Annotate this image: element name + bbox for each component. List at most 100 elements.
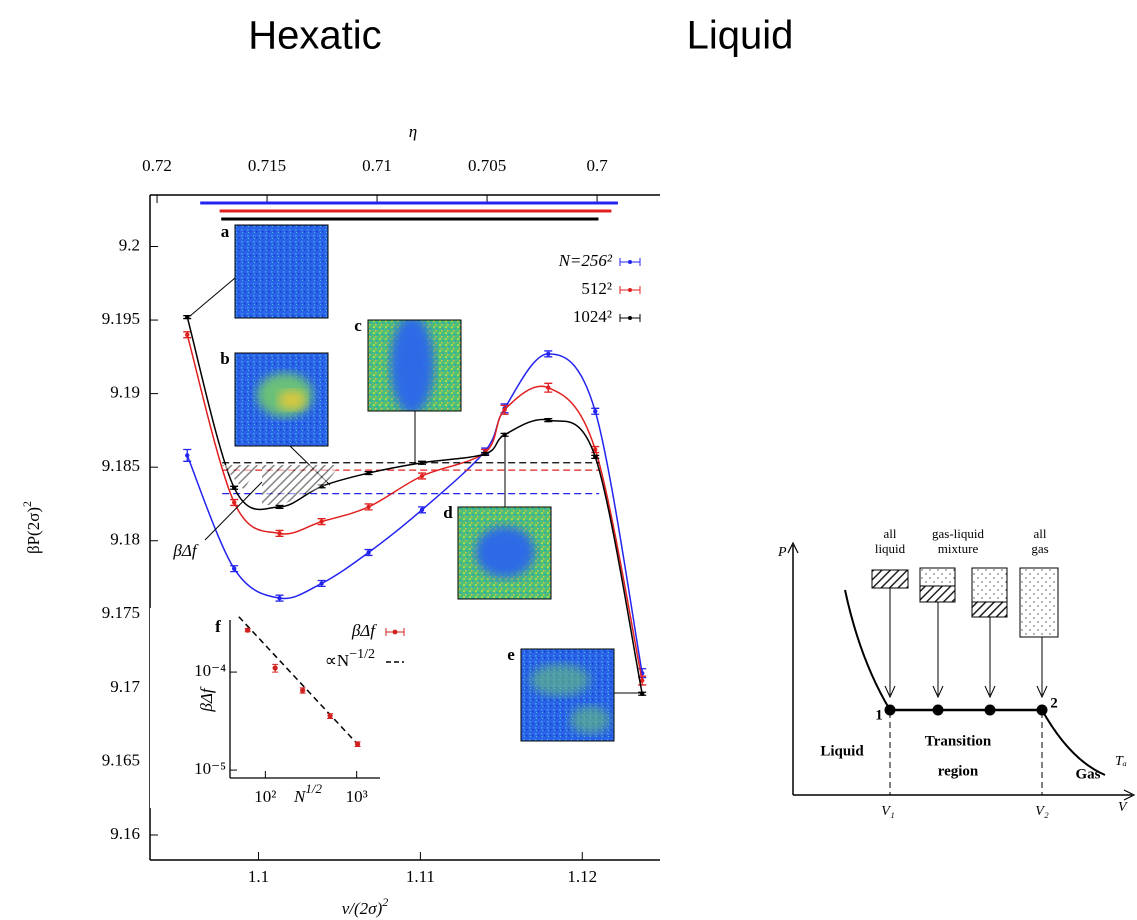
x-tick-label: 10³ <box>346 787 368 806</box>
annotation: βΔf <box>172 541 198 560</box>
y-axis-label-base: βP(2σ) <box>24 507 43 554</box>
y-axis-label: βP(2σ)2 <box>20 501 43 554</box>
x-tick-label: 10² <box>254 787 276 806</box>
data-point <box>277 596 281 600</box>
data-point <box>319 581 323 585</box>
x2-tick-label: 0.71 <box>362 156 392 175</box>
p-axis-label: P <box>777 545 787 560</box>
phase-diagram <box>788 543 1134 800</box>
y-tick-label: 9.175 <box>102 603 140 622</box>
data-point <box>319 519 323 523</box>
data-point <box>355 742 360 747</box>
data-point <box>366 505 370 509</box>
point-label: 2 <box>1050 695 1058 711</box>
legend-label-sup: −1/2 <box>349 647 375 662</box>
data-point <box>420 474 424 478</box>
x-tick-label: 1.1 <box>248 867 269 886</box>
point-label: 1 <box>875 707 883 723</box>
y-tick-label: 9.185 <box>102 456 140 475</box>
heading: Liquid <box>687 14 794 58</box>
x-tick-label: 1.12 <box>567 867 597 886</box>
box-label: all <box>884 526 897 541</box>
legend-symbol <box>393 630 398 635</box>
y-axis-label-sup: 2 <box>20 501 34 507</box>
data-point <box>185 453 189 457</box>
data-point <box>546 386 550 390</box>
y-tick-label: 10⁻⁵ <box>194 759 226 778</box>
y-tick-label: 9.19 <box>110 383 140 402</box>
data-point <box>502 408 506 412</box>
region-label: Gas <box>1075 766 1100 782</box>
data-point <box>420 508 424 512</box>
panel-label: c <box>354 316 362 335</box>
data-point <box>277 531 281 535</box>
region-label: region <box>938 763 979 779</box>
panel-label: a <box>221 222 230 241</box>
legend-label: βΔf <box>351 621 377 640</box>
legend-label: 1024² <box>573 307 612 326</box>
data-point <box>245 628 250 633</box>
data-point <box>420 461 424 465</box>
panel-label: b <box>220 349 229 368</box>
box-label: gas <box>1031 541 1048 556</box>
legend-symbol <box>628 260 632 264</box>
isotherm-label: Tₐ <box>1115 754 1127 769</box>
y-tick-label: 10⁻⁴ <box>194 661 226 680</box>
region-label: Liquid <box>820 743 864 759</box>
box-label: mixture <box>938 541 979 556</box>
data-point <box>593 409 597 413</box>
data-point <box>366 550 370 554</box>
data-point <box>328 713 333 718</box>
y-tick-label: 9.16 <box>110 824 140 843</box>
y-tick-label: 9.2 <box>119 235 140 254</box>
x2-tick-label: 0.7 <box>586 156 608 175</box>
data-point <box>366 471 370 475</box>
data-point <box>593 455 597 459</box>
data-point <box>640 692 644 696</box>
box-label: all <box>1034 526 1047 541</box>
data-point <box>502 433 506 437</box>
heading: Hexatic <box>248 14 381 58</box>
y-tick-label: 9.18 <box>110 530 140 549</box>
annotation-leader <box>205 482 262 540</box>
legend-label-base: ∝N <box>325 651 349 670</box>
x-axis-label-sup: 2 <box>382 895 388 909</box>
box-label: liquid <box>875 541 906 556</box>
x2-axis-label: η <box>409 122 417 141</box>
v2-label: V₂ <box>1035 804 1049 819</box>
legend-label: 512² <box>581 279 612 298</box>
panel-label: e <box>507 645 515 664</box>
data-point <box>273 665 278 670</box>
panel-label: d <box>443 503 453 522</box>
y-axis-label: βΔf <box>197 686 216 712</box>
x2-tick-label: 0.705 <box>468 156 506 175</box>
x2-tick-label: 0.715 <box>248 156 286 175</box>
v-axis-label: V <box>1118 800 1128 815</box>
data-point <box>232 486 236 490</box>
y-tick-label: 9.165 <box>102 750 140 769</box>
legend-symbol <box>628 288 632 292</box>
data-point <box>277 505 281 509</box>
x2-tick-label: 0.72 <box>142 156 172 175</box>
y-tick-label: 9.17 <box>110 677 140 696</box>
data-point <box>546 418 550 422</box>
data-point <box>546 352 550 356</box>
x-axis-label-sup: 1/2 <box>305 781 322 796</box>
x-tick-label: 1.11 <box>406 867 435 886</box>
data-point <box>300 688 305 693</box>
y-tick-label: 9.195 <box>102 309 140 328</box>
x-axis-label: v/(2σ)2 <box>342 895 388 918</box>
data-point <box>185 315 189 319</box>
data-point <box>185 333 189 337</box>
region-label: Transition <box>925 733 992 749</box>
hatch-region <box>222 465 340 505</box>
legend-symbol <box>628 316 632 320</box>
inset-title: f <box>215 617 221 636</box>
legend-label: N=256² <box>558 251 613 270</box>
box-label: gas-liquid <box>932 526 984 541</box>
data-point <box>483 452 487 456</box>
x-axis-label-base: v/(2σ) <box>342 899 383 918</box>
v1-label: V₁ <box>881 804 894 819</box>
data-point <box>232 566 236 570</box>
figure: Hexatic Liquid <box>0 0 1137 920</box>
